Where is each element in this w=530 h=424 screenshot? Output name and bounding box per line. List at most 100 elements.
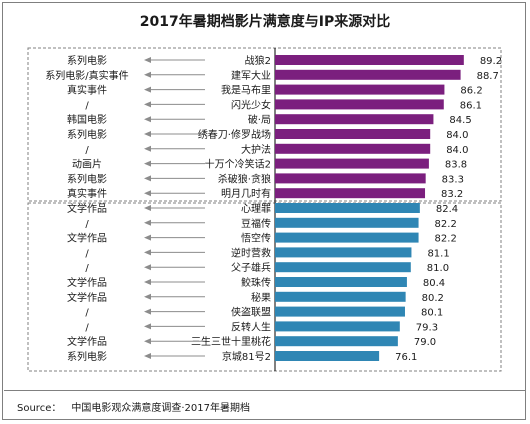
arrow-head xyxy=(144,249,151,256)
category-label: 十万个冷笑话2 xyxy=(205,158,271,171)
arrow-head xyxy=(144,353,151,359)
source-divider xyxy=(4,390,526,391)
bar xyxy=(275,247,412,258)
value-label: 76.1 xyxy=(395,352,417,363)
arrow-head xyxy=(144,116,151,123)
arrow-head xyxy=(144,308,151,315)
category-label: 鲛珠传 xyxy=(241,276,271,289)
category-label: 逆时营救 xyxy=(231,246,271,259)
category-label: 绣春刀·修罗战场 xyxy=(198,128,271,141)
category-label: 战狼2 xyxy=(245,54,271,67)
bar xyxy=(275,217,419,228)
category-label: 闪光少女 xyxy=(231,98,271,111)
value-label: 84.0 xyxy=(446,130,468,141)
bar xyxy=(275,262,411,273)
bar xyxy=(275,55,464,65)
arrow-head xyxy=(144,160,151,167)
ip-source-label: 系列电影 xyxy=(67,172,107,185)
arrow-head xyxy=(144,145,151,152)
arrow-head xyxy=(144,86,151,93)
ip-source-label: 文学作品 xyxy=(67,291,107,304)
arrow-head xyxy=(144,234,151,241)
category-label: 大护法 xyxy=(241,143,271,156)
ip-source-label: 动画片 xyxy=(72,158,102,171)
bar xyxy=(275,277,407,287)
arrow-head xyxy=(144,131,151,137)
ip-source-label: 韩国电影 xyxy=(67,113,107,126)
ip-source-label: 系列电影 xyxy=(67,350,107,363)
ip-source-label: 真实事件 xyxy=(67,84,107,97)
value-label: 86.2 xyxy=(460,86,482,97)
ip-source-label: 真实事件 xyxy=(67,187,107,200)
bar xyxy=(275,351,380,361)
value-label: 82.4 xyxy=(436,204,458,215)
arrow-head xyxy=(144,205,151,211)
category-label: 京城81号2 xyxy=(222,350,271,363)
category-label: 杀破狼·贪狼 xyxy=(218,172,271,185)
value-label: 82.2 xyxy=(435,219,457,230)
value-label: 80.2 xyxy=(422,293,444,304)
bar xyxy=(275,99,444,110)
category-label: 心理罪 xyxy=(241,203,271,215)
ip-source-label: 文学作品 xyxy=(67,276,107,289)
ip-source-label: / xyxy=(85,100,89,111)
arrow-head xyxy=(144,293,151,300)
ip-source-label: 系列电影 xyxy=(67,128,107,141)
ip-source-label: 文学作品 xyxy=(67,335,107,348)
value-label: 80.4 xyxy=(423,278,445,289)
bar xyxy=(275,232,419,243)
value-label: 83.2 xyxy=(441,189,463,200)
arrow-head xyxy=(144,323,151,330)
bar xyxy=(275,291,406,302)
category-label: 破·局 xyxy=(248,113,271,126)
arrow-head xyxy=(144,101,151,108)
category-label: 我是马布里 xyxy=(221,85,271,97)
ip-source-label: 文学作品 xyxy=(67,202,107,215)
arrow-head xyxy=(144,338,151,345)
bar xyxy=(275,84,445,95)
category-label: 明月几时有 xyxy=(221,187,271,200)
category-label: 悟空传 xyxy=(241,232,271,245)
bar xyxy=(275,321,400,332)
value-label: 82.2 xyxy=(435,234,457,245)
value-label: 84.5 xyxy=(449,115,471,126)
value-label: 83.8 xyxy=(445,160,467,171)
value-label: 88.7 xyxy=(477,71,499,82)
source-text: 中国电影观众满意度调查·2017年暑期档 xyxy=(71,403,250,414)
bar xyxy=(275,173,426,184)
ip-source-label: / xyxy=(85,219,89,230)
source-line: Source： 中国电影观众满意度调查·2017年暑期档 xyxy=(17,399,250,414)
value-label: 89.2 xyxy=(480,56,502,67)
ip-source-label: / xyxy=(85,145,89,156)
value-label: 83.3 xyxy=(442,174,464,185)
category-label: 三生三世十里桃花 xyxy=(191,335,271,348)
value-label: 79.3 xyxy=(416,322,438,333)
category-label: 豆福传 xyxy=(241,217,271,230)
bar xyxy=(275,158,429,169)
ip-source-label: / xyxy=(85,248,89,259)
value-label: 84.0 xyxy=(446,145,468,156)
value-label: 81.1 xyxy=(427,248,449,259)
chart-title: 2017年暑期档影片满意度与IP来源对比 xyxy=(139,14,391,30)
ip-source-label: 系列电影 xyxy=(67,54,107,67)
category-label: 反转人生 xyxy=(231,320,271,333)
value-label: 79.0 xyxy=(414,337,436,348)
source-label: Source： xyxy=(17,403,62,414)
arrow-head xyxy=(144,279,151,285)
arrow-head xyxy=(144,190,151,197)
arrow-head xyxy=(144,264,151,271)
category-label: 建军大业 xyxy=(231,69,271,82)
category-label: 父子雄兵 xyxy=(231,261,271,274)
arrow-head xyxy=(144,57,151,63)
arrow-head xyxy=(144,219,151,226)
bar xyxy=(275,306,405,317)
ip-source-label: 系列电影/真实事件 xyxy=(45,69,128,82)
bar xyxy=(275,143,431,154)
bar xyxy=(275,203,420,213)
ip-source-label: 文学作品 xyxy=(67,232,107,245)
bar xyxy=(275,129,431,139)
group-box-2 xyxy=(27,202,502,372)
bar xyxy=(275,114,434,125)
arrow-head xyxy=(144,71,151,78)
